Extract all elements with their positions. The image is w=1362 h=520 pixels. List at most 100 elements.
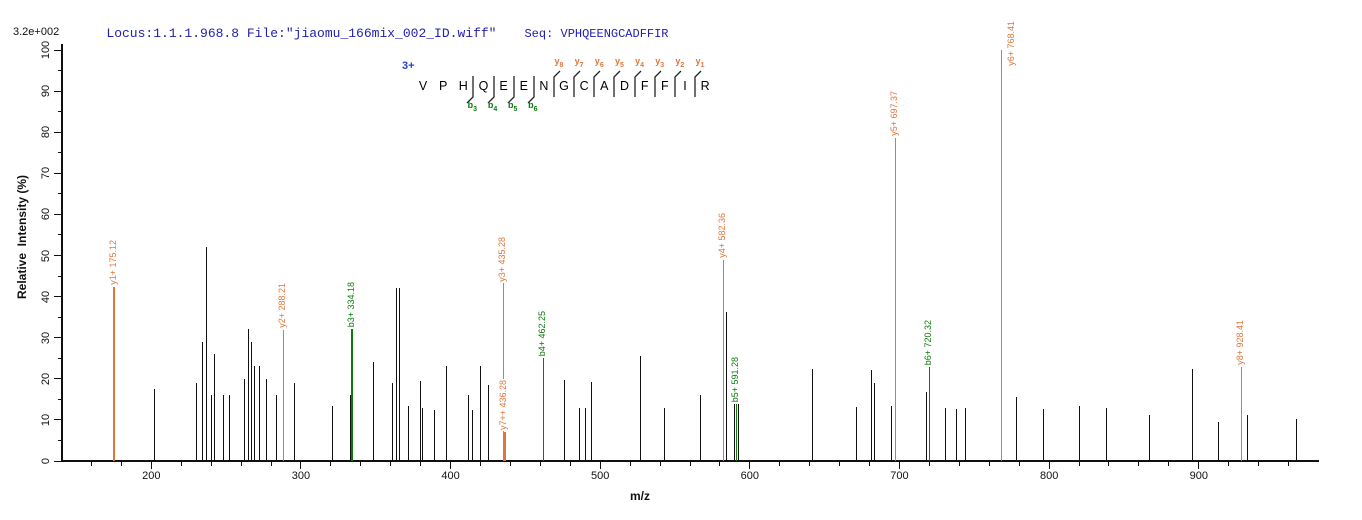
y-ion-label: y3 (655, 56, 665, 69)
residue-letter: R (700, 79, 710, 93)
y-tick-label: 0 (40, 457, 52, 465)
x-major-tick (300, 462, 302, 469)
peak (964, 408, 966, 461)
peak (392, 382, 394, 461)
y-minor-tick (58, 70, 61, 72)
x-major-tick (150, 462, 152, 469)
peak (258, 366, 260, 461)
x-minor-tick (1288, 462, 1290, 466)
peak (590, 381, 592, 461)
peak (331, 405, 333, 461)
peak (578, 408, 580, 461)
peak (1217, 421, 1219, 461)
labeled-peak-b6+ (929, 366, 931, 461)
peak-label-y4+: y4+ 582.36 (716, 212, 728, 260)
y-ion-label: y6 (594, 56, 604, 69)
residue-letter: E (519, 79, 528, 93)
x-minor-tick (928, 462, 930, 466)
y-major-tick (54, 131, 61, 133)
peak (222, 395, 224, 461)
y-tick-label: 50 (40, 249, 52, 262)
peak (1148, 415, 1150, 461)
y-tick-label: 90 (40, 84, 52, 98)
peak-label-y7++: y7++ 436.28 (498, 378, 510, 431)
peak (1192, 368, 1194, 461)
y-minor-tick (58, 439, 61, 441)
peak-label-b3+: b3+ 334.18 (345, 281, 357, 329)
x-minor-tick (270, 462, 272, 466)
peak (153, 389, 155, 461)
x-minor-tick (988, 462, 990, 466)
residue-letter: N (539, 79, 549, 93)
x-major-tick (1198, 462, 1200, 469)
y-cleavage-mark (593, 70, 601, 97)
labeled-peak-y4+ (722, 260, 725, 461)
x-minor-tick (210, 462, 212, 466)
x-tick-label: 800 (1039, 470, 1059, 482)
residue-letter: V (418, 79, 428, 93)
peak (195, 382, 197, 461)
residue-letter: I (683, 79, 687, 93)
peak-label-y3+: y3+ 435.28 (496, 235, 508, 283)
peak (874, 382, 876, 461)
y-ion-label: y8 (554, 56, 564, 69)
y-tick-label: 100 (40, 40, 52, 60)
labeled-peak-y3+ (502, 283, 504, 461)
y-major-tick (54, 255, 61, 256)
x-major-tick (1048, 462, 1050, 469)
residue-letter: H (458, 79, 468, 93)
x-minor-tick (240, 462, 242, 466)
peak (408, 405, 410, 461)
peak-label-y8+: y8+ 928.41 (1234, 319, 1246, 366)
b-ion-label: b4 (487, 100, 498, 113)
labeled-peak-b5+ (736, 403, 738, 461)
y-minor-tick (58, 357, 61, 359)
peak (725, 311, 727, 461)
x-tick-label: 900 (1189, 470, 1208, 482)
y-major-tick (54, 213, 61, 215)
x-minor-tick (1258, 462, 1260, 466)
y-cleavage-mark (694, 70, 702, 97)
absolute-intensity-label: 3.2e+002 (13, 26, 60, 38)
labeled-peak-y5+ (894, 137, 897, 461)
peak (926, 391, 928, 461)
peak (201, 341, 203, 461)
peak-label-b5+: b5+ 591.28 (730, 355, 742, 403)
peak (955, 408, 957, 461)
y-tick-label: 40 (40, 290, 52, 303)
peak-label-y2+: y2+ 288.21 (276, 282, 288, 329)
b-cleavage-mark (466, 76, 475, 104)
x-minor-tick (689, 462, 691, 466)
peak (420, 380, 422, 461)
spectrum-header: Locus:1.1.1.968.8 File:"jiaomu_166mix_00… (68, 6, 668, 60)
residue-letter: P (438, 79, 448, 93)
peak-label-y1+: y1+ 175.12 (107, 238, 119, 286)
labeled-peak-y2+ (282, 329, 284, 461)
peak (1043, 409, 1045, 461)
peak (471, 409, 473, 461)
residue-letter: G (559, 79, 569, 93)
x-tick-label: 500 (591, 470, 610, 482)
y-tick-label: 10 (40, 413, 52, 427)
labeled-peak-y6+ (1001, 50, 1003, 461)
x-tick-label: 200 (142, 470, 161, 482)
peak (214, 354, 216, 461)
x-tick-label: 600 (740, 470, 760, 482)
x-minor-tick (1018, 462, 1020, 466)
y-tick-label: 60 (40, 208, 52, 221)
peak-label-y6+: y6+ 768.41 (1005, 20, 1017, 67)
x-minor-tick (509, 462, 511, 466)
x-minor-tick (719, 462, 721, 466)
peak (422, 407, 424, 461)
x-tick-label: 300 (291, 470, 311, 482)
x-axis-line (61, 460, 1319, 462)
x-minor-tick (779, 462, 781, 466)
b-ion-label: b3 (467, 100, 478, 113)
peak (738, 403, 740, 461)
peak (855, 406, 857, 461)
peak (398, 288, 400, 461)
peak (1015, 396, 1017, 461)
labeled-peak-b4+ (543, 358, 545, 461)
y-axis-title: Relative Intensity (%) (15, 174, 29, 300)
